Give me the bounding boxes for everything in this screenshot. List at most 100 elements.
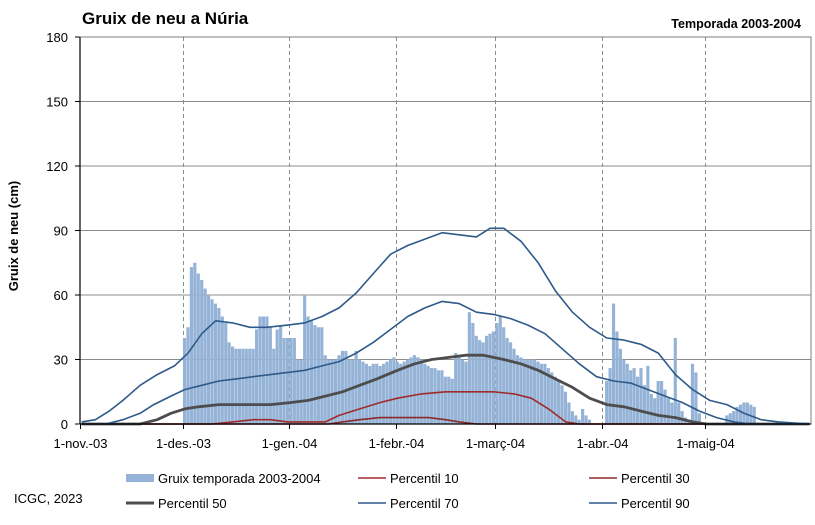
snow-bar bbox=[186, 327, 190, 424]
snow-bar bbox=[522, 359, 526, 424]
snow-bar bbox=[615, 331, 619, 424]
snow-bar bbox=[697, 413, 701, 424]
snow-bar bbox=[745, 402, 749, 424]
snow-bar bbox=[399, 363, 403, 424]
x-tick-label: 1-nov.-03 bbox=[54, 436, 108, 451]
snow-bar bbox=[234, 348, 238, 424]
snow-bar bbox=[752, 406, 756, 424]
snow-bar bbox=[629, 370, 633, 424]
snow-bar bbox=[635, 376, 640, 424]
snow-bar bbox=[371, 363, 375, 424]
snow-bar bbox=[227, 342, 231, 424]
snow-bar bbox=[203, 288, 207, 424]
x-tick-label: 1-febr.-04 bbox=[369, 436, 425, 451]
line-p50 bbox=[81, 353, 810, 426]
snow-bar bbox=[495, 322, 499, 424]
snow-bar bbox=[340, 350, 344, 424]
snow-bar bbox=[289, 338, 293, 424]
snow-bar bbox=[237, 348, 242, 424]
snow-bar bbox=[491, 331, 495, 424]
snow-bar bbox=[574, 415, 578, 424]
snow-bar bbox=[296, 359, 300, 424]
snow-bar bbox=[323, 355, 327, 424]
snow-bar bbox=[605, 381, 609, 424]
snow-bar bbox=[608, 368, 612, 424]
snow-bar bbox=[251, 348, 255, 424]
snow-bar bbox=[584, 415, 588, 424]
snow-bar bbox=[309, 320, 314, 424]
snow-bar bbox=[563, 391, 568, 424]
snow-bar bbox=[649, 393, 653, 424]
y-tick-label: 120 bbox=[46, 159, 68, 174]
snow-bar bbox=[570, 411, 574, 424]
snow-bar bbox=[217, 307, 221, 424]
snow-bar bbox=[272, 348, 276, 424]
snow-bar bbox=[464, 361, 468, 424]
snow-bar bbox=[244, 348, 248, 424]
snow-bar bbox=[581, 408, 585, 424]
snow-bar bbox=[690, 363, 695, 424]
snow-bar bbox=[440, 370, 444, 424]
snow-bar bbox=[330, 359, 334, 424]
snow-bar bbox=[632, 368, 636, 424]
x-tick-label: 1-abr.-04 bbox=[576, 436, 628, 451]
snow-bar bbox=[316, 327, 320, 424]
snow-bar bbox=[611, 303, 616, 424]
legend-swatch-bar bbox=[126, 474, 154, 482]
snow-bar bbox=[515, 355, 520, 424]
line-p70 bbox=[81, 300, 810, 425]
snow-bar bbox=[313, 325, 317, 424]
x-tick-label: 1-març-04 bbox=[466, 436, 525, 451]
snow-bar bbox=[550, 372, 554, 424]
snow-bar bbox=[481, 342, 485, 424]
snow-bar bbox=[265, 316, 269, 424]
snow-bar bbox=[419, 359, 423, 424]
bar-series bbox=[182, 262, 756, 424]
snow-bar bbox=[196, 273, 200, 424]
snow-bar bbox=[622, 359, 626, 424]
snow-bar bbox=[406, 359, 410, 424]
snow-bar bbox=[409, 357, 413, 424]
snow-bar bbox=[557, 381, 561, 424]
axes: 0 30 60 90 120 150 180 1-nov.-03 1-des.-03 1-gen.… bbox=[46, 30, 812, 451]
snow-bar bbox=[659, 381, 664, 424]
snow-bar bbox=[577, 419, 581, 424]
grid bbox=[80, 36, 811, 424]
snow-bar bbox=[694, 372, 698, 424]
snow-bar bbox=[546, 368, 550, 424]
snow-bar bbox=[206, 295, 211, 424]
snow-bar bbox=[642, 385, 646, 424]
snow-bar bbox=[395, 361, 399, 424]
snow-bar bbox=[189, 267, 193, 424]
legend-label: Percentil 10 bbox=[390, 471, 459, 486]
snow-bar bbox=[299, 359, 303, 424]
snow-bar bbox=[653, 398, 657, 424]
snow-bar bbox=[368, 365, 372, 424]
snow-bar bbox=[732, 411, 736, 424]
snow-bar bbox=[738, 404, 743, 424]
snow-bar bbox=[285, 338, 290, 424]
snow-bar bbox=[533, 359, 537, 424]
snow-bar bbox=[467, 312, 471, 424]
snow-bar bbox=[378, 365, 382, 424]
snow-bar bbox=[673, 338, 677, 424]
snow-bar bbox=[282, 338, 286, 424]
snow-bar bbox=[351, 359, 355, 424]
snow-bar bbox=[505, 338, 509, 424]
snow-bar bbox=[241, 348, 245, 424]
snow-bar bbox=[279, 325, 283, 424]
snow-bar bbox=[361, 361, 365, 424]
snow-bar bbox=[526, 359, 530, 424]
y-tick-label: 0 bbox=[61, 417, 68, 432]
y-tick-label: 30 bbox=[54, 353, 68, 368]
snow-bar bbox=[639, 368, 643, 424]
snow-bar bbox=[344, 350, 348, 424]
legend-label: Percentil 30 bbox=[621, 471, 690, 486]
snow-bar bbox=[333, 359, 338, 424]
snow-bar bbox=[275, 329, 279, 424]
y-tick-label: 150 bbox=[46, 95, 68, 110]
snow-bar bbox=[210, 299, 214, 424]
snow-bar bbox=[375, 363, 379, 424]
snow-bar bbox=[382, 363, 386, 424]
